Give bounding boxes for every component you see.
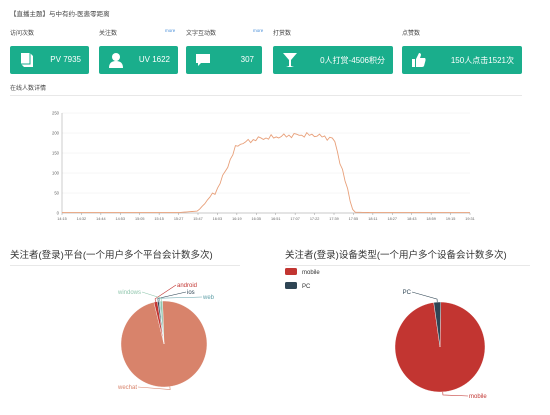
y-tick-label: 150 xyxy=(52,151,60,156)
x-tick-label: 18:11 xyxy=(368,217,377,221)
chat-icon xyxy=(196,54,210,66)
x-tick-label: 17:55 xyxy=(349,217,359,221)
line-chart-y-axis: 0 50 100 150 200 250 xyxy=(52,111,63,216)
x-tick-label: 17:22 xyxy=(310,217,320,221)
pie-label: ios xyxy=(187,290,195,296)
x-tick-label: 18:27 xyxy=(388,217,398,221)
book-icon xyxy=(21,53,33,67)
stat-label-follows: 关注数 xyxy=(99,31,118,37)
stat-card-likes: 150人点击1521次 xyxy=(402,46,522,74)
thumbs-up-icon xyxy=(412,53,426,67)
stat-labels-row: 访问次数 关注数 more 文字互动数 more 打赏数 点赞数 xyxy=(0,28,550,38)
pie-slice-mobile[interactable] xyxy=(394,301,486,393)
legend-label-pc[interactable]: PC xyxy=(302,284,311,290)
pie-slice-wechat[interactable] xyxy=(120,300,208,388)
x-tick-label: 15:47 xyxy=(193,217,203,221)
more-link-comments[interactable]: more xyxy=(253,28,264,33)
pie-label: mobile xyxy=(469,394,487,400)
pie-label-line xyxy=(141,291,162,302)
stat-card-comments: 307 xyxy=(186,46,262,74)
pie-label: wechat xyxy=(117,385,137,391)
platform-pie-title: 关注者(登录)平台(一个用户多个平台会计数多次) xyxy=(10,250,213,261)
stat-value-likes: 150人点击1521次 xyxy=(450,56,514,65)
stat-value-comments: 307 xyxy=(240,55,254,64)
x-tick-label: 16:03 xyxy=(213,217,223,221)
pie-label: windows xyxy=(117,290,141,296)
page-title: 【直播主题】与中有约-医患零距离 xyxy=(10,11,110,18)
x-tick-label: 19:15 xyxy=(446,217,456,221)
x-tick-label: 18:43 xyxy=(407,217,417,221)
device-pie-chart: mobile PC mobile PC xyxy=(285,268,487,400)
stat-card-visits: PV 7935 xyxy=(10,46,89,74)
pie1-divider xyxy=(10,265,240,266)
y-tick-label: 200 xyxy=(52,131,60,136)
x-tick-label: 14:53 xyxy=(116,217,126,221)
stat-label-comments: 文字互动数 xyxy=(186,31,217,37)
x-tick-label: 17:39 xyxy=(329,217,339,221)
stat-label-rewards: 打赏数 xyxy=(273,31,292,37)
pie-label-line xyxy=(157,291,187,302)
x-tick-label: 16:51 xyxy=(271,217,281,221)
x-tick-label: 15:27 xyxy=(174,217,184,221)
y-tick-label: 100 xyxy=(52,171,60,176)
online-line-chart: 0 50 100 150 200 250 14:15 14:32 14:44 14:53 15:0… xyxy=(52,111,475,222)
device-pie-title: 关注者(登录)设备类型(一个用户多个设备会计数多次) xyxy=(285,250,507,261)
x-tick-label: 19:31 xyxy=(465,217,475,221)
x-tick-label: 16:35 xyxy=(252,217,262,221)
pie-slice-pc[interactable] xyxy=(433,301,441,348)
legend-label-mobile[interactable]: mobile xyxy=(302,270,320,276)
legend-swatch-mobile[interactable] xyxy=(285,268,297,275)
line-series-online xyxy=(62,131,470,214)
stat-card-rewards: 0人打赏-4506积分 xyxy=(273,46,393,74)
y-tick-label: 50 xyxy=(54,191,59,196)
pie-label: web xyxy=(202,295,215,301)
x-tick-label: 18:59 xyxy=(426,217,436,221)
pie-label: PC xyxy=(403,290,412,296)
x-tick-label: 14:32 xyxy=(77,217,87,221)
legend-swatch-pc[interactable] xyxy=(285,282,297,289)
pie-label-line xyxy=(442,391,469,397)
online-section-title: 在线人数详情 xyxy=(10,86,47,92)
stat-card-follows: UV 1622 xyxy=(99,46,178,74)
line-chart-x-axis: 14:15 14:32 14:44 14:53 15:05 15:15 15:27 15:47… xyxy=(57,212,475,221)
x-tick-label: 16:19 xyxy=(232,217,242,221)
section-divider xyxy=(10,95,522,96)
stat-value-follows: UV 1622 xyxy=(138,55,170,64)
x-tick-label: 15:05 xyxy=(135,217,145,221)
line-chart-grid xyxy=(62,112,470,214)
pie-label-line xyxy=(137,386,171,390)
stat-value-visits: PV 7935 xyxy=(50,55,81,64)
pie-label-line xyxy=(158,296,203,302)
x-tick-label: 15:15 xyxy=(154,217,164,221)
pie-label-line xyxy=(411,291,438,303)
cocktail-icon xyxy=(283,53,297,67)
x-tick-label: 17:07 xyxy=(290,217,300,221)
more-link-follows[interactable]: more xyxy=(165,28,176,33)
stat-value-rewards: 0人打赏-4506积分 xyxy=(320,56,385,65)
x-tick-label: 14:15 xyxy=(57,217,67,221)
user-icon xyxy=(109,53,123,68)
pie-label: android xyxy=(177,283,197,289)
stat-label-likes: 点赞数 xyxy=(402,31,421,37)
pie2-divider xyxy=(285,265,530,266)
y-tick-label: 0 xyxy=(57,211,60,216)
y-tick-label: 250 xyxy=(52,111,60,116)
x-tick-label: 14:44 xyxy=(96,217,106,221)
pie-label-line xyxy=(154,284,177,302)
stat-label-visits: 访问次数 xyxy=(10,31,35,37)
